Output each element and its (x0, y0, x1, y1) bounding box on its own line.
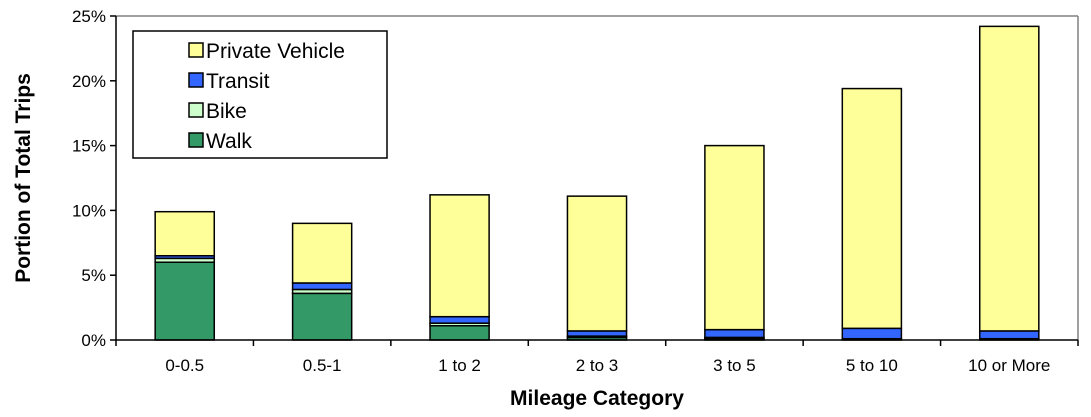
bar-segment-private-vehicle (566, 195, 628, 332)
bar-segment-private-vehicle (429, 194, 490, 318)
plot-area (116, 15, 1079, 340)
x-tick-label: 1 to 2 (438, 356, 481, 375)
bars-group (154, 25, 1040, 341)
bar-segment-transit (704, 328, 765, 339)
bar-segment-transit (429, 315, 490, 324)
legend-swatch (188, 42, 204, 58)
bar-segment-transit (566, 330, 628, 337)
y-tick-label: 0% (81, 331, 106, 350)
x-axis: 0-0.5 0.5-1 1 to 2 2 to 3 3 to 5 5 to 10 10 or… (115, 339, 1079, 375)
x-tick-label: 0.5-1 (303, 356, 342, 375)
bar-segment-private-vehicle (841, 87, 903, 330)
y-tick-label: 5% (81, 266, 106, 285)
bar-segment-walk (291, 292, 353, 341)
bar-segment-walk (429, 324, 490, 341)
bar-segment-transit (291, 282, 353, 291)
legend: Private Vehicle Transit Bike Walk (132, 30, 388, 159)
bar-segment-transit (978, 330, 1040, 340)
legend-swatch (188, 102, 204, 118)
bar-segment-transit (841, 327, 903, 340)
legend-box (132, 30, 388, 159)
legend-label: Private Vehicle (206, 40, 345, 63)
y-tick-label: 15% (72, 137, 106, 156)
y-tick-label: 10% (72, 201, 106, 220)
legend-swatch (188, 72, 204, 88)
x-tick-label: 5 to 10 (846, 356, 898, 375)
legend-label: Walk (206, 130, 252, 153)
bar-segment-private-vehicle (978, 25, 1040, 332)
legend-label: Bike (206, 100, 247, 123)
y-axis: 0% 5% 10% 15% 20% 25% (72, 7, 117, 350)
bar-segment-private-vehicle (704, 144, 765, 331)
bar-segment-private-vehicle (154, 210, 216, 257)
bar-segment-walk (154, 261, 216, 341)
x-tick-label: 3 to 5 (713, 356, 756, 375)
legend-swatch (188, 132, 204, 148)
x-axis-title: Mileage Category (510, 387, 684, 410)
y-axis-title: Portion of Total Trips (12, 73, 35, 283)
x-tick-label: 2 to 3 (576, 356, 619, 375)
bar-segment-private-vehicle (291, 222, 353, 284)
y-tick-label: 20% (72, 72, 106, 91)
y-tick-label: 25% (72, 7, 106, 26)
x-tick-label: 10 or More (968, 356, 1050, 375)
x-tick-label: 0-0.5 (165, 356, 204, 375)
legend-label: Transit (206, 70, 270, 93)
